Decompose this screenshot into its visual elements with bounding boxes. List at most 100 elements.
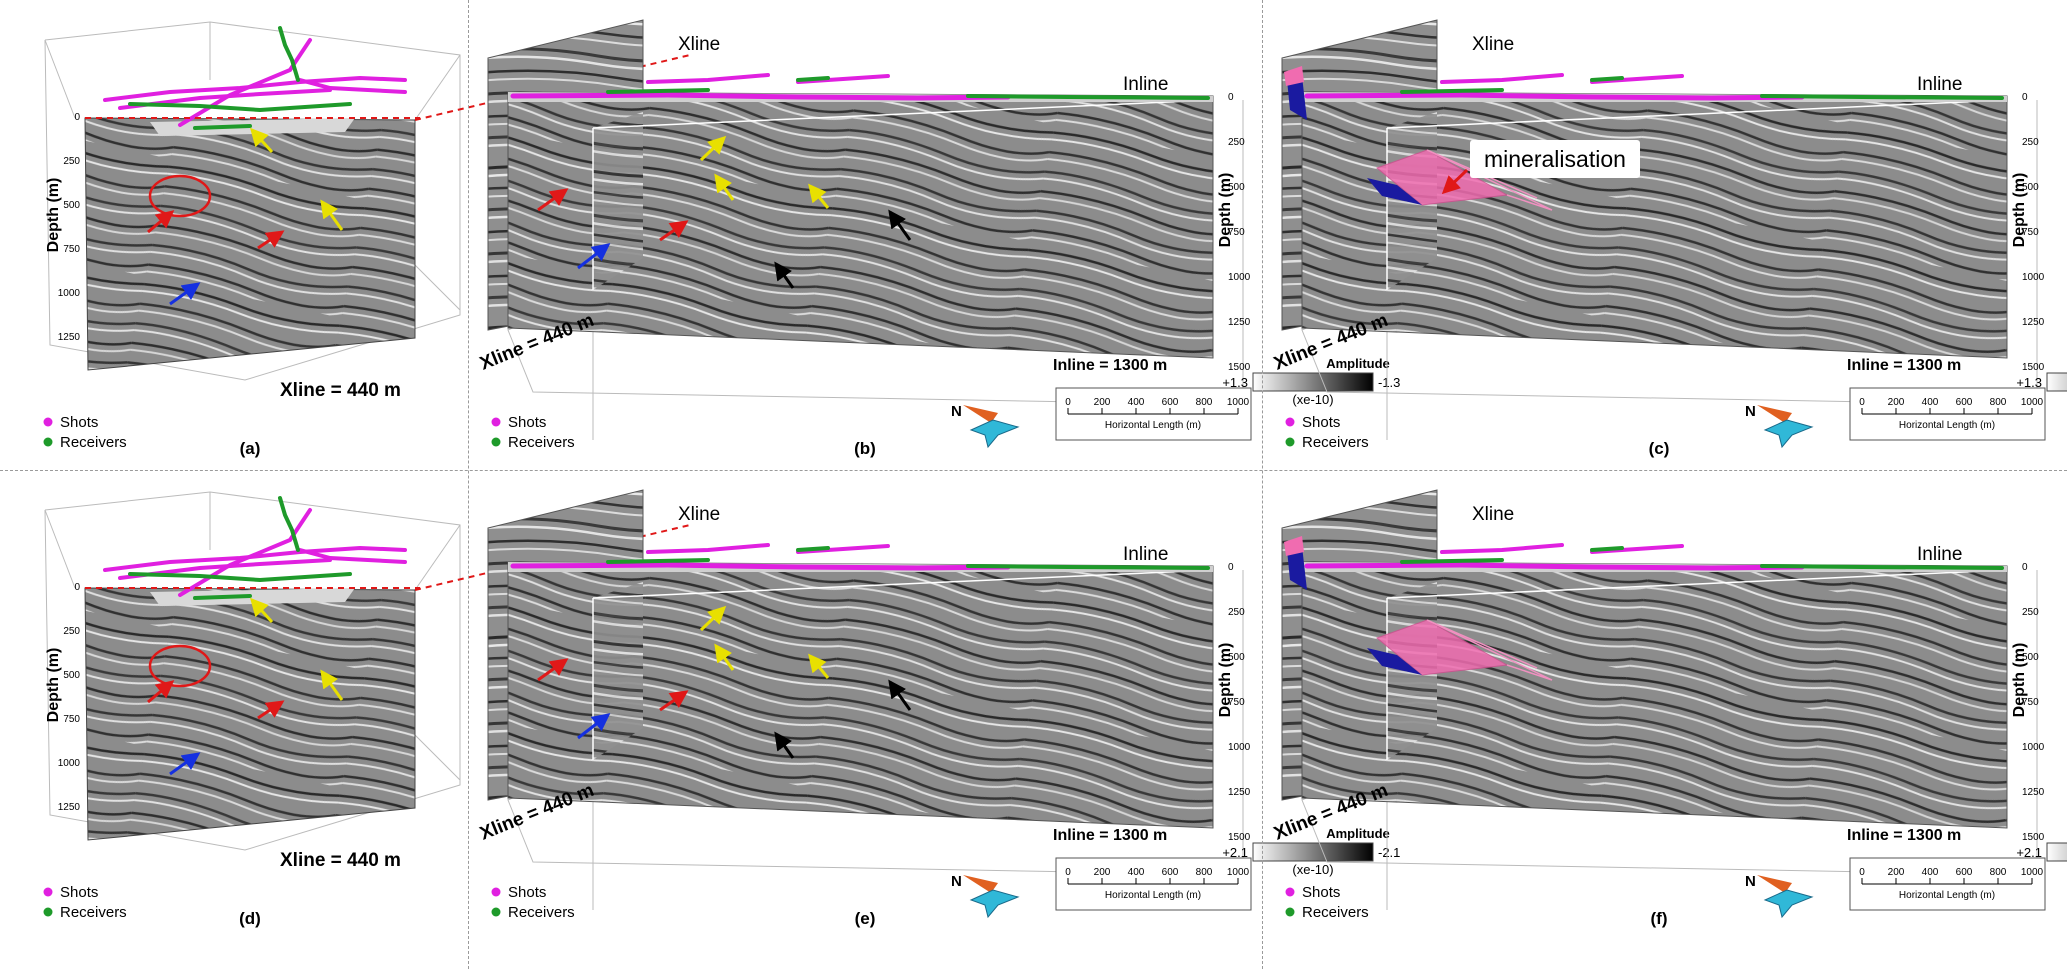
amplitude-min-label: +2.1: [1222, 845, 1248, 860]
scale-tick-label: 600: [1956, 867, 1973, 878]
shot-line: [103, 545, 407, 572]
scale-tick-label: 600: [1162, 867, 1179, 878]
xline-top-label: Xline: [1472, 34, 1514, 55]
yellow-arrow: [808, 653, 830, 679]
depth-tick-label: 0: [1228, 562, 1234, 573]
panel-label: (c): [1649, 439, 1670, 458]
xline-top-label: Xline: [1472, 504, 1514, 525]
depth-tick-label: 1500: [1228, 832, 1251, 843]
depth-tick-label: 1000: [58, 288, 81, 299]
depth-tick-label: 750: [2022, 227, 2039, 238]
receiver-line: [966, 94, 1210, 100]
depth-tick-label: 750: [1228, 227, 1245, 238]
scale-tick-label: 600: [1956, 397, 1973, 408]
cube-edge: [414, 54, 461, 121]
shot-line: [298, 548, 407, 564]
depth-axis-label: Depth (m): [1217, 173, 1234, 248]
scale-title: Horizontal Length (m): [1105, 420, 1201, 431]
ore-back: [1284, 536, 1304, 556]
depth-tick-label: 1500: [2022, 362, 2045, 373]
xline-label: Xline = 440 m: [280, 850, 401, 871]
panel-label: (b): [854, 439, 876, 458]
depth-tick-label: 0: [1228, 92, 1234, 103]
red-arrow: [147, 210, 175, 234]
amplitude-colorbar: [2046, 842, 2067, 862]
north-arrow: [1757, 405, 1792, 423]
yellow-arrow: [249, 597, 274, 624]
amplitude-title: Amplitude: [1326, 356, 1390, 371]
receiver-line: [1760, 564, 2004, 570]
surface-band: [150, 118, 355, 136]
depth-tick-label: 1000: [2022, 272, 2045, 283]
scale-tick-label: 800: [1196, 867, 1213, 878]
amplitude-title: Amplitude: [1326, 826, 1390, 841]
receivers-legend-label: Receivers: [1302, 904, 1369, 921]
shot-line: [510, 92, 1011, 101]
receivers-legend-dot: [491, 437, 501, 447]
receiver-line: [128, 102, 352, 113]
receiver-line: [1760, 94, 2004, 100]
depth-axis-label: Depth (m): [45, 648, 62, 723]
depth-tick-label: 500: [1228, 652, 1245, 663]
yellow-arrow: [714, 173, 735, 201]
scale-tick-label: 800: [1990, 867, 2007, 878]
inline-label: Inline = 1300 m: [1053, 357, 1167, 374]
receiver-line: [606, 88, 710, 94]
scale-tick-label: 400: [1922, 397, 1939, 408]
depth-tick-label: 250: [2022, 607, 2039, 618]
blue-arrow: [169, 752, 201, 776]
shots-legend-label: Shots: [1302, 884, 1340, 901]
inline-top-label: Inline: [1123, 544, 1168, 565]
scale-tick-label: 1000: [2021, 867, 2044, 878]
shots-legend-label: Shots: [60, 414, 98, 431]
red-arrow: [537, 658, 569, 682]
north-label: N: [1745, 403, 1756, 420]
anomaly-circle: [148, 644, 212, 688]
scale-tick-label: 0: [1859, 867, 1865, 878]
scale-tick-label: 1000: [2021, 397, 2044, 408]
ore-back-contact: [1287, 76, 1307, 120]
depth-tick-label: 1500: [2022, 832, 2045, 843]
depth-tick-label: 0: [2022, 562, 2028, 573]
panel-f: Xline Inline 0 250 500 750 1000 1250 1500 Depth (…: [1271, 489, 2067, 928]
connector-line: [414, 524, 691, 591]
scale-tick-label: 1000: [1227, 867, 1250, 878]
blue-arrow: [577, 243, 611, 270]
yellow-arrow: [699, 135, 727, 162]
inline-top-edge: [592, 99, 1214, 129]
depth-tick-label: 0: [2022, 92, 2028, 103]
north-arrow: [1757, 875, 1792, 893]
blue-arrow: [169, 282, 201, 306]
shots-legend-dot: [43, 887, 53, 897]
red-arrow: [257, 700, 285, 720]
xline-label: Xline = 440 m: [280, 380, 401, 401]
inline-top-label: Inline: [1123, 74, 1168, 95]
north-label: N: [951, 873, 962, 890]
amplitude-colorbar: [2046, 372, 2067, 392]
receiver-line: [606, 558, 710, 564]
depth-tick-label: 1000: [58, 758, 81, 769]
depth-tick-label: 500: [2022, 182, 2039, 193]
depth-tick-label: 250: [2022, 137, 2039, 148]
shots-legend-label: Shots: [508, 414, 546, 431]
black-arrow: [774, 731, 795, 759]
depth-axis-label: Depth (m): [2011, 173, 2028, 248]
seismic-section: [84, 587, 416, 841]
scale-tick-label: 400: [1128, 397, 1145, 408]
yellow-arrow: [699, 605, 727, 632]
cube-edge: [414, 264, 461, 311]
depth-tick-label: 750: [63, 714, 80, 725]
red-arrow: [1441, 168, 1469, 195]
compass-rose: [1763, 889, 1814, 919]
depth-tick-label: 1250: [2022, 787, 2045, 798]
ore-back-contact: [1287, 546, 1307, 590]
shots-legend-label: Shots: [60, 884, 98, 901]
inline-label: Inline = 1300 m: [1847, 827, 1961, 844]
depth-tick-label: 1250: [58, 802, 81, 813]
panel-label: (f): [1651, 909, 1668, 928]
compass-rose: [1763, 419, 1814, 449]
receiver-line: [796, 76, 830, 82]
black-arrow: [774, 261, 795, 289]
scale-tick-label: 0: [1859, 397, 1865, 408]
receiver-line: [278, 496, 300, 552]
